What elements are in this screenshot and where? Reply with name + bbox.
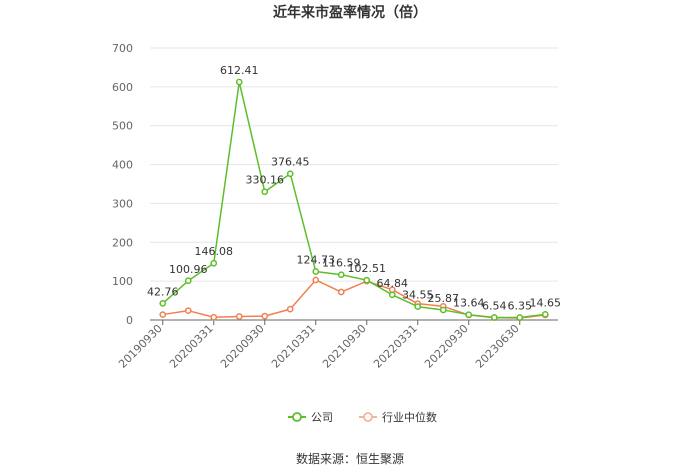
- data-label: 102.51: [348, 262, 387, 275]
- y-tick-label: 300: [112, 197, 133, 210]
- data-point: [286, 305, 294, 313]
- data-label: 6.54: [482, 299, 507, 312]
- legend-item[interactable]: 公司: [288, 411, 333, 424]
- x-tick-label: 20220331: [371, 322, 420, 371]
- legend-marker: [363, 412, 373, 422]
- data-label: 25.87: [428, 292, 460, 305]
- data-point: [439, 306, 447, 314]
- data-point: [312, 276, 320, 284]
- x-tick-label: 20190930: [116, 322, 165, 371]
- data-point: [363, 276, 371, 284]
- legend-marker: [292, 412, 302, 422]
- data-point: [388, 291, 396, 299]
- data-point: [184, 307, 192, 315]
- x-tick-label: 20200930: [218, 322, 267, 371]
- data-point: [337, 288, 345, 296]
- series-line: [162, 81, 546, 319]
- y-tick-label: 700: [112, 42, 133, 55]
- series-layer: [159, 78, 549, 322]
- data-label: 42.76: [147, 285, 179, 298]
- data-point: [235, 78, 243, 86]
- data-label: 64.84: [377, 277, 409, 290]
- legend-label: 公司: [311, 411, 333, 424]
- data-point: [261, 188, 269, 196]
- legend-item[interactable]: 行业中位数: [359, 410, 437, 424]
- data-label: 116.59: [322, 257, 361, 270]
- x-tick-label: 20220930: [422, 322, 471, 371]
- y-tick-label: 600: [112, 81, 133, 94]
- data-point: [541, 310, 549, 318]
- data-label: 13.64: [453, 297, 485, 310]
- y-tick-label: 500: [112, 120, 133, 133]
- data-label: 100.96: [169, 263, 208, 276]
- data-label: 124.73: [297, 254, 336, 267]
- y-tick-label: 0: [126, 314, 133, 327]
- data-point: [286, 170, 294, 178]
- data-point: [159, 311, 167, 318]
- x-tick-label: 20210930: [320, 322, 369, 371]
- data-point: [516, 314, 524, 321]
- y-axis: 0 100 200 300 400 500 600 700: [112, 42, 133, 327]
- data-point: [210, 259, 218, 267]
- legend-label: 行业中位数: [382, 410, 437, 424]
- data-labels: 42.76 100.96 146.08 612.41 330.16 376.45 124.7…: [147, 64, 561, 312]
- source-text: 数据来源：恒生聚源: [296, 451, 404, 466]
- data-label: 6.35: [508, 300, 533, 313]
- data-point: [465, 311, 473, 319]
- data-point: [414, 303, 422, 310]
- chart-title: 近年来市盈率情况（倍）: [273, 4, 427, 21]
- x-axis: 20190930 20200331 20200930 20210331 20210930…: [116, 319, 558, 371]
- data-point: [235, 313, 243, 320]
- data-point: [261, 312, 269, 320]
- data-point: [159, 300, 167, 307]
- legend[interactable]: 公司 行业中位数: [288, 410, 437, 424]
- data-point: [184, 277, 192, 285]
- y-tick-label: 400: [112, 159, 133, 172]
- x-tick-label: 20200331: [167, 322, 216, 371]
- data-label: 14.65: [530, 296, 562, 309]
- y-tick-label: 200: [112, 236, 133, 249]
- data-label: 34.55: [402, 289, 434, 302]
- data-point: [490, 314, 498, 321]
- data-point: [337, 271, 345, 279]
- data-label: 146.08: [195, 245, 234, 258]
- data-label: 612.41: [220, 64, 259, 77]
- x-tick-label: 20210331: [269, 322, 318, 371]
- x-tick-label: 20230630: [473, 322, 522, 371]
- y-tick-label: 100: [112, 275, 133, 288]
- grid-layer: [150, 47, 558, 282]
- data-point: [210, 313, 218, 321]
- data-point: [312, 268, 320, 275]
- data-label: 330.16: [246, 174, 285, 187]
- data-label: 376.45: [271, 156, 310, 169]
